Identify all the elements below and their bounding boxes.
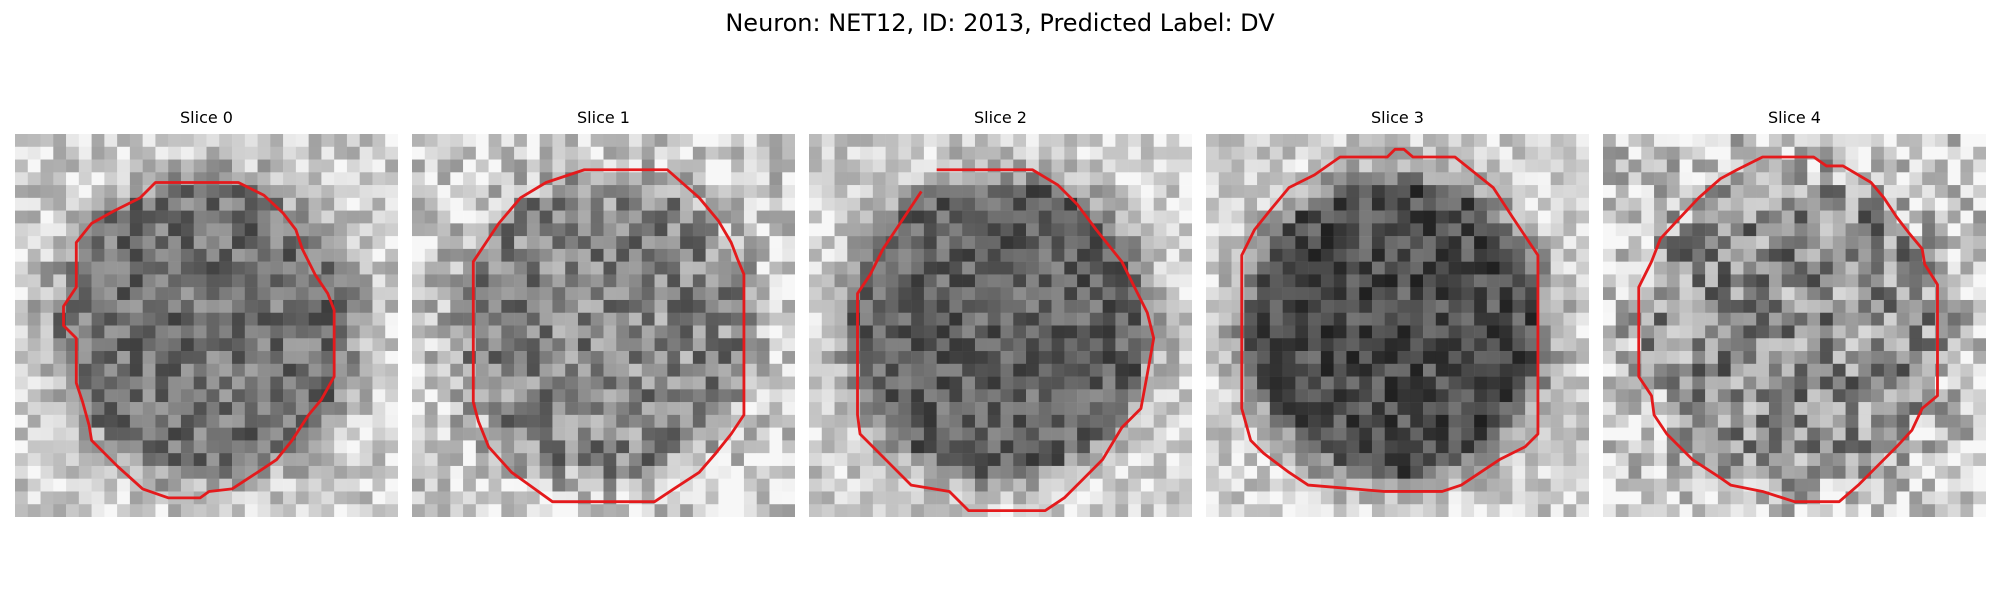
panel-slice-3: Slice 3 — [1206, 106, 1589, 130]
panel-title: Slice 0 — [15, 106, 398, 130]
panel-title: Slice 4 — [1603, 106, 1986, 130]
panel-title: Slice 1 — [412, 106, 795, 130]
neuron-image — [412, 134, 795, 517]
pixel-grid — [1603, 134, 1986, 517]
pixel-grid — [809, 134, 1192, 517]
panel-slice-0: Slice 0 — [15, 106, 398, 130]
neuron-image — [1603, 134, 1986, 517]
pixel-grid — [1206, 134, 1589, 517]
figure-title: Neuron: NET12, ID: 2013, Predicted Label… — [0, 6, 2000, 40]
neuron-image — [15, 134, 398, 517]
neuron-image — [1206, 134, 1589, 517]
panel-title: Slice 2 — [809, 106, 1192, 130]
panel-slice-4: Slice 4 — [1603, 106, 1986, 130]
neuron-image — [809, 134, 1192, 517]
panel-title: Slice 3 — [1206, 106, 1589, 130]
panel-slice-2: Slice 2 — [809, 106, 1192, 130]
pixel-grid — [15, 134, 398, 517]
pixel-grid — [412, 134, 795, 517]
panel-slice-1: Slice 1 — [412, 106, 795, 130]
